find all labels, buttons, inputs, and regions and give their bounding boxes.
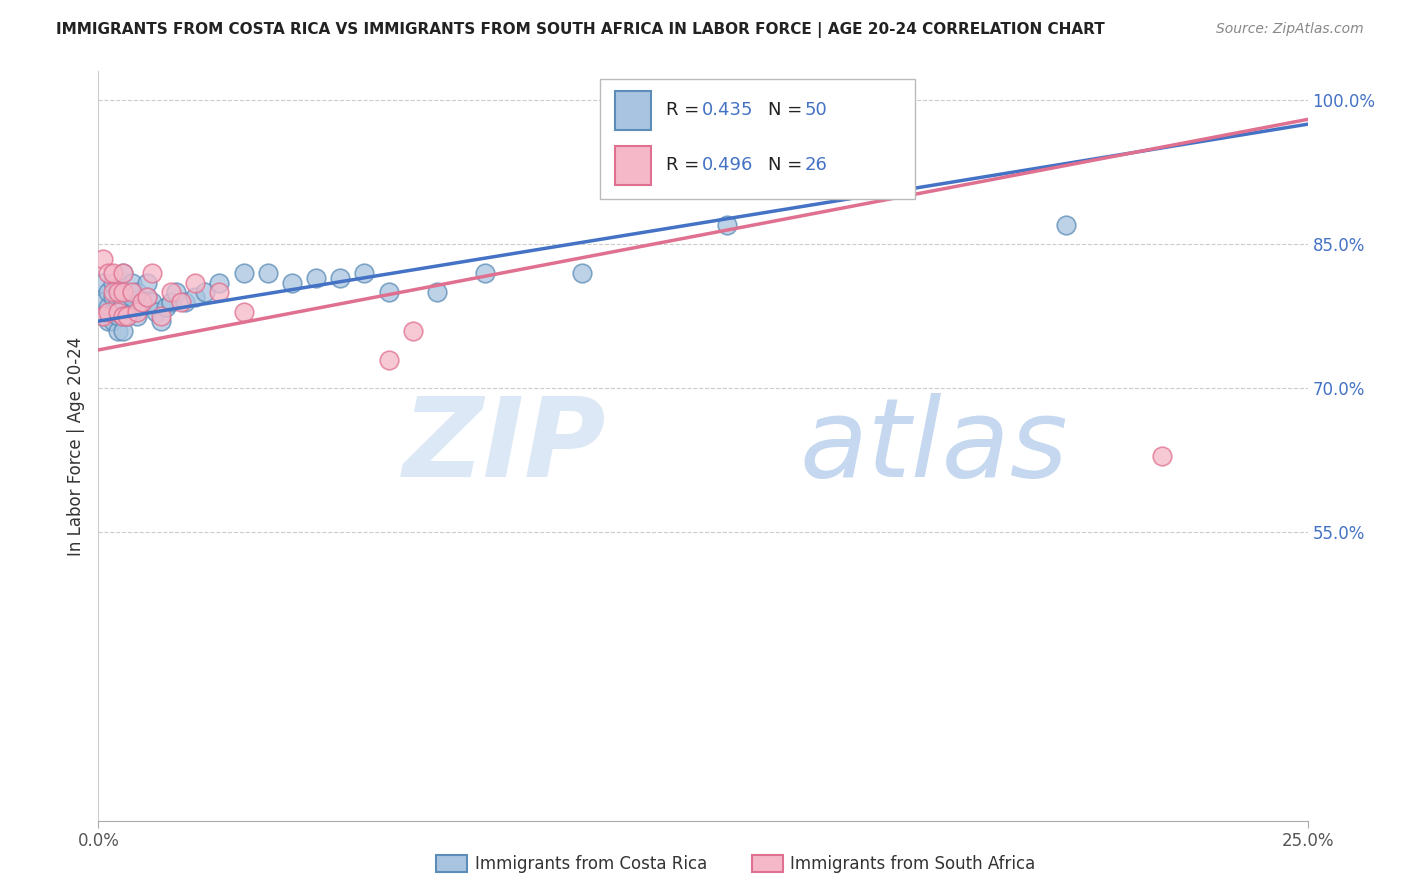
Point (117, 310, 139, 324)
Point (121, 276, 143, 290)
Point (194, 285, 217, 300)
Point (91, 310, 114, 324)
Point (131, 294, 153, 309)
Point (184, 276, 207, 290)
Point (150, 310, 173, 324)
Point (135, 290, 157, 304)
Point (111, 285, 134, 300)
Point (1152, 449, 1174, 463)
Text: R =: R = (665, 156, 704, 174)
Point (256, 266, 278, 280)
Point (127, 285, 149, 300)
Text: Immigrants from South Africa: Immigrants from South Africa (790, 855, 1035, 873)
Point (281, 276, 304, 290)
Point (91, 252, 114, 266)
Point (402, 324, 425, 338)
Text: 26: 26 (804, 156, 828, 174)
Point (135, 290, 157, 304)
Point (117, 310, 139, 324)
Point (111, 310, 134, 324)
Point (101, 266, 124, 280)
Text: R =: R = (665, 102, 704, 120)
Point (107, 324, 129, 338)
FancyBboxPatch shape (600, 78, 915, 199)
Point (474, 266, 496, 280)
Point (121, 290, 143, 304)
Point (121, 304, 143, 318)
Point (305, 271, 328, 285)
Text: 0.496: 0.496 (702, 156, 754, 174)
Point (97, 266, 120, 280)
Point (101, 304, 124, 318)
Point (107, 310, 129, 324)
Point (1054, 218, 1077, 232)
Point (329, 271, 352, 285)
Text: 50: 50 (804, 102, 827, 120)
Point (169, 294, 191, 309)
Point (91, 310, 114, 324)
Point (107, 285, 129, 300)
Point (716, 218, 738, 232)
Point (127, 304, 149, 318)
Point (107, 304, 129, 318)
Point (111, 324, 134, 338)
Point (135, 276, 157, 290)
Text: Immigrants from Costa Rica: Immigrants from Costa Rica (475, 855, 707, 873)
Point (377, 285, 399, 300)
Point (571, 266, 593, 280)
Point (101, 314, 124, 328)
Point (107, 294, 129, 309)
FancyBboxPatch shape (614, 91, 651, 130)
Point (232, 304, 254, 318)
Point (208, 276, 231, 290)
Point (111, 310, 134, 324)
Point (160, 285, 183, 300)
FancyBboxPatch shape (614, 145, 651, 185)
Point (150, 314, 173, 328)
Point (174, 294, 197, 309)
Point (117, 285, 139, 300)
Point (111, 266, 134, 280)
Y-axis label: In Labor Force | Age 20-24: In Labor Force | Age 20-24 (66, 336, 84, 556)
Text: 0.435: 0.435 (702, 102, 754, 120)
Point (111, 294, 134, 309)
Text: atlas: atlas (800, 392, 1069, 500)
Point (184, 290, 207, 304)
Point (141, 294, 163, 309)
Point (97, 314, 120, 328)
Point (353, 266, 375, 280)
Point (91, 276, 114, 290)
Point (141, 266, 163, 280)
Text: N =: N = (768, 102, 808, 120)
Point (131, 294, 153, 309)
Point (208, 285, 231, 300)
Text: ZIP: ZIP (402, 392, 606, 500)
Point (121, 285, 143, 300)
Point (232, 266, 254, 280)
Text: Source: ZipAtlas.com: Source: ZipAtlas.com (1216, 22, 1364, 37)
Point (97, 285, 120, 300)
Point (101, 290, 124, 304)
Point (97, 304, 120, 318)
Point (160, 294, 183, 309)
Text: N =: N = (768, 156, 808, 174)
Point (107, 280, 129, 294)
Point (155, 300, 177, 314)
Text: IMMIGRANTS FROM COSTA RICA VS IMMIGRANTS FROM SOUTH AFRICA IN LABOR FORCE | AGE : IMMIGRANTS FROM COSTA RICA VS IMMIGRANTS… (56, 22, 1105, 38)
Point (377, 352, 399, 367)
Point (111, 266, 134, 280)
Point (91, 294, 114, 309)
Point (426, 285, 449, 300)
Point (165, 285, 187, 300)
Point (101, 276, 124, 290)
Point (145, 304, 167, 318)
Point (97, 300, 120, 314)
Point (127, 310, 149, 324)
Point (101, 285, 124, 300)
